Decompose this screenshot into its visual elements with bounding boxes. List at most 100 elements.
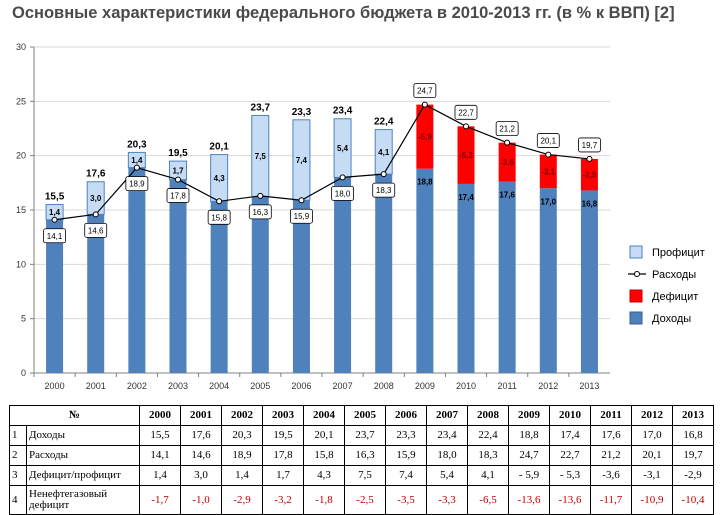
income-label: 15,5: [45, 192, 65, 203]
y-tick-label: 0: [21, 368, 26, 378]
expenses-label-box: [578, 137, 601, 153]
expenses-point: [545, 151, 552, 158]
table-header-year: 2001: [180, 405, 222, 426]
table-cell: 18,9: [221, 445, 263, 466]
deficit-label: -2,9: [583, 171, 597, 180]
expenses-label-box: [125, 176, 149, 192]
table-cell: 3,0: [180, 465, 222, 486]
table-header-year: 2012: [631, 405, 673, 426]
income-label: 23,7: [251, 102, 271, 113]
x-tick-label: 2008: [374, 381, 394, 391]
legend-marker: [634, 271, 640, 277]
expenses-label-box: [248, 204, 272, 220]
table-cell: -3,3: [426, 485, 468, 515]
table-cell: -2,9: [221, 485, 263, 515]
table-row: 2 Расходы 14,1 14,6 18,9 17,8 15,8 16,3 15,9 18,0…: [9, 445, 714, 466]
expenses-point: [421, 101, 428, 108]
table-header-year: 2010: [549, 405, 591, 426]
expenses-label: 20,1: [540, 137, 556, 146]
income-bar: [251, 196, 269, 373]
table-cell: 4,1: [467, 465, 509, 486]
table-cell: - 5,3: [549, 465, 591, 486]
legend-label: Профицит: [652, 247, 705, 259]
income-label: 17,6: [86, 169, 106, 180]
expenses-label: 15,9: [294, 212, 310, 221]
x-tick-label: 2011: [497, 381, 516, 391]
expenses-point: [133, 164, 140, 171]
table-header-year: 2004: [303, 405, 345, 426]
data-table: № 2000 2001 2002 2003 2004 2005 2006 2007 2008 200…: [9, 405, 714, 515]
table-row: 3 Дефицит/профицит 1,4 3,0 1,4 1,7 4,3 7,5 7,4 5,…: [9, 465, 714, 486]
table-cell: 17,8: [262, 445, 304, 466]
expenses-point: [504, 139, 511, 146]
expenses-label: 24,7: [417, 87, 433, 96]
income-bar: [539, 188, 557, 373]
surplus-label: 4,3: [214, 174, 226, 183]
table-cell: 1,7: [262, 465, 304, 486]
deficit-bar: [580, 158, 598, 191]
legend-label: Расходы: [652, 269, 696, 281]
table-cell: 18,3: [467, 445, 509, 466]
x-tick-label: 2003: [168, 381, 188, 391]
legend-label: Дефицит: [652, 291, 698, 303]
deficit-bar: [416, 104, 434, 169]
table-cell: 15,8: [303, 445, 345, 466]
table-header-year: 2002: [221, 405, 263, 426]
bars: [45, 104, 598, 373]
table-header-year: 2007: [426, 405, 468, 426]
table-cell: 17,6: [180, 425, 222, 446]
legend-swatch: [629, 311, 643, 325]
expenses-label: 17,8: [170, 192, 186, 201]
table-cell: 16,8: [672, 425, 714, 446]
table-row-label: Доходы: [26, 425, 140, 446]
table-cell: 4,3: [303, 465, 345, 486]
y-tick-label: 25: [16, 96, 26, 106]
expenses-line: [51, 101, 593, 223]
budget-chart: 0 5 10 15 20 25 30 2000 2001 2002 2003 2004 2005 2006…: [16, 42, 705, 391]
expenses-label-box: [84, 222, 108, 238]
table-cell: -1,0: [180, 485, 222, 515]
expenses-label: 22,7: [458, 108, 474, 117]
table-row-num: 1: [9, 425, 27, 446]
income-label: 17,0: [540, 197, 556, 206]
table-cell: -3,1: [631, 465, 673, 486]
surplus-label: 1,4: [131, 156, 143, 165]
table-cell: -13,6: [508, 485, 550, 515]
data-labels: 15,5 1,4 17,6 3,0 20,3 1,4 19,5 1,7 20,1 4,3 23,7 7…: [43, 83, 601, 244]
income-label: 20,3: [127, 139, 147, 150]
income-bar: [334, 177, 352, 373]
table-cell: 23,7: [344, 425, 386, 446]
surplus-label: 4,1: [378, 148, 390, 157]
expenses-point: [92, 211, 99, 218]
expenses-point: [216, 198, 223, 205]
chart-title: Основные характеристики федерального бюд…: [12, 4, 675, 22]
table-header-year: 2009: [508, 405, 550, 426]
y-tick-label: 15: [16, 205, 26, 215]
surplus-label: 5,4: [337, 144, 349, 153]
expenses-point: [380, 171, 387, 178]
income-label: 17,6: [499, 191, 515, 200]
table-row-label: Ненефтегазовый дефицит: [26, 485, 140, 515]
income-label: 22,4: [374, 117, 394, 128]
deficit-label: -3,1: [541, 167, 555, 176]
x-tick-label: 2001: [86, 381, 106, 391]
table-cell: -2,9: [672, 465, 714, 486]
table-header-year: 2008: [467, 405, 509, 426]
table-header-year: 2006: [385, 405, 427, 426]
income-bar: [128, 167, 146, 373]
expenses-label-box: [166, 188, 190, 203]
table-cell: -10,9: [631, 485, 673, 515]
table-header-year: 2011: [590, 405, 632, 426]
expenses-point: [257, 192, 264, 199]
income-label: 23,4: [333, 106, 353, 117]
x-tick-label: 2009: [415, 381, 435, 391]
table-row-num: 3: [9, 465, 27, 486]
surplus-label: 3,0: [90, 194, 102, 203]
table-cell: -11,7: [590, 485, 632, 515]
x-tick-label: 2004: [209, 381, 229, 391]
deficit-label: -3,6: [500, 158, 514, 167]
table-cell: 16,3: [344, 445, 386, 466]
expenses-label: 19,7: [582, 141, 598, 150]
expenses-label-box: [454, 104, 478, 120]
income-bar: [169, 179, 187, 373]
